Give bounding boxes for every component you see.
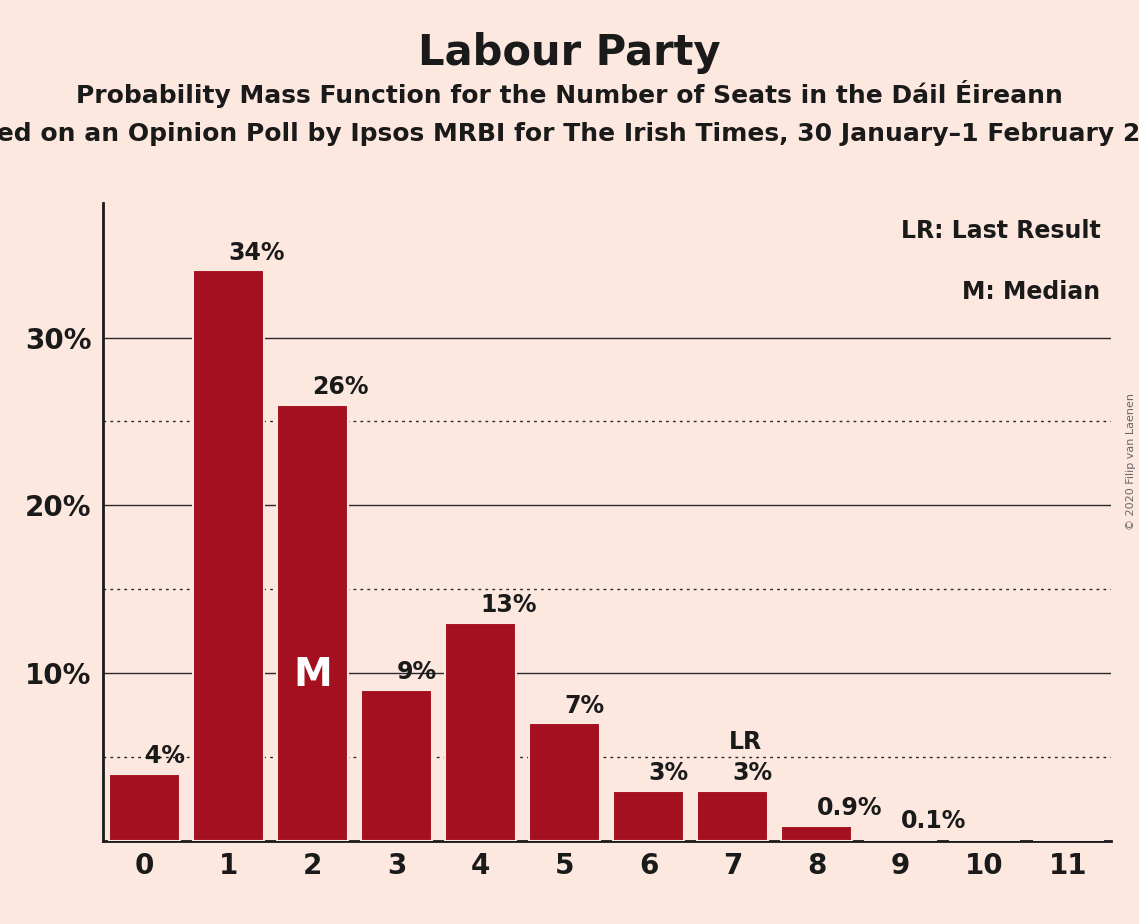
Text: 13%: 13% bbox=[481, 593, 536, 617]
Text: Labour Party: Labour Party bbox=[418, 32, 721, 74]
Text: 26%: 26% bbox=[312, 375, 369, 399]
Bar bbox=[192, 271, 264, 841]
Text: 3%: 3% bbox=[732, 760, 772, 784]
Bar bbox=[528, 723, 600, 841]
Bar bbox=[445, 623, 516, 841]
Text: M: Median: M: Median bbox=[962, 280, 1100, 304]
Bar bbox=[697, 791, 768, 841]
Text: LR: Last Result: LR: Last Result bbox=[901, 219, 1100, 243]
Text: Based on an Opinion Poll by Ipsos MRBI for The Irish Times, 30 January–1 Februar: Based on an Opinion Poll by Ipsos MRBI f… bbox=[0, 122, 1139, 146]
Bar bbox=[613, 791, 685, 841]
Text: M: M bbox=[293, 656, 331, 694]
Text: © 2020 Filip van Laenen: © 2020 Filip van Laenen bbox=[1126, 394, 1136, 530]
Text: 0.9%: 0.9% bbox=[817, 796, 882, 820]
Text: 7%: 7% bbox=[565, 694, 605, 718]
Bar bbox=[865, 839, 936, 841]
Bar bbox=[781, 826, 852, 841]
Text: Probability Mass Function for the Number of Seats in the Dáil Éireann: Probability Mass Function for the Number… bbox=[76, 80, 1063, 108]
Bar bbox=[109, 773, 180, 841]
Text: LR: LR bbox=[729, 730, 762, 754]
Text: 0.1%: 0.1% bbox=[901, 809, 966, 833]
Text: 4%: 4% bbox=[145, 744, 185, 768]
Text: 3%: 3% bbox=[648, 760, 689, 784]
Bar bbox=[277, 405, 349, 841]
Bar bbox=[361, 690, 432, 841]
Text: 9%: 9% bbox=[396, 660, 436, 684]
Text: 34%: 34% bbox=[229, 240, 285, 264]
